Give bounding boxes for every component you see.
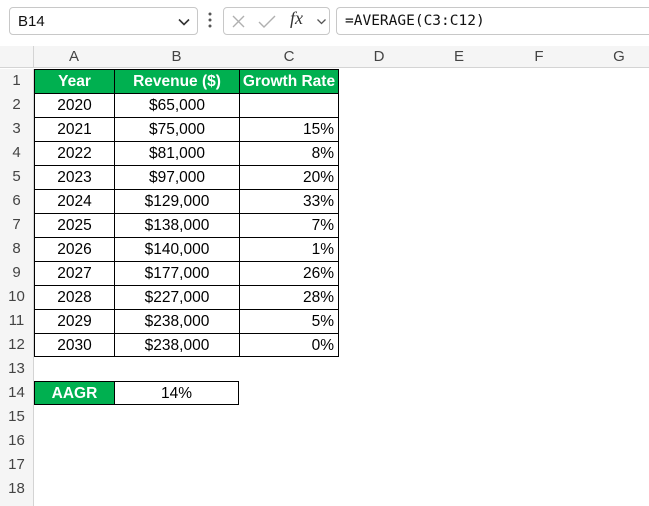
table-cell-revenue[interactable]: $177,000: [114, 261, 240, 286]
header-cell-revenue[interactable]: Revenue ($): [114, 69, 240, 94]
enter-check-icon[interactable]: [258, 14, 276, 29]
row-header[interactable]: 8: [0, 237, 34, 261]
aagr-label-cell[interactable]: AAGR: [34, 381, 115, 405]
row-header[interactable]: 2: [0, 93, 34, 117]
column-header-c[interactable]: C: [239, 46, 339, 68]
row-header[interactable]: 12: [0, 333, 34, 357]
row-header[interactable]: 9: [0, 261, 34, 285]
table-cell-growth[interactable]: 8%: [239, 141, 339, 166]
row-header[interactable]: 5: [0, 165, 34, 189]
row-header[interactable]: 10: [0, 285, 34, 309]
table-cell-year[interactable]: 2023: [34, 165, 115, 190]
row-header[interactable]: 13: [0, 357, 34, 381]
name-box-value: B14: [18, 13, 45, 30]
fx-chevron-down-icon[interactable]: [316, 16, 327, 27]
row-header[interactable]: 3: [0, 117, 34, 141]
table-cell-growth[interactable]: 33%: [239, 189, 339, 214]
chevron-down-icon[interactable]: [177, 15, 191, 29]
table-cell-year[interactable]: 2024: [34, 189, 115, 214]
table-cell-revenue[interactable]: $238,000: [114, 309, 240, 334]
row-header[interactable]: 17: [0, 453, 34, 477]
table-cell-growth[interactable]: 20%: [239, 165, 339, 190]
table-cell-year[interactable]: 2028: [34, 285, 115, 310]
formula-input[interactable]: =AVERAGE(C3:C12): [336, 7, 649, 35]
header-cell-year[interactable]: Year: [34, 69, 115, 94]
row-header[interactable]: 16: [0, 429, 34, 453]
row-header[interactable]: 11: [0, 309, 34, 333]
column-header-a[interactable]: A: [34, 46, 114, 68]
column-header-d[interactable]: D: [339, 46, 419, 68]
column-header-b[interactable]: B: [114, 46, 239, 68]
table-cell-growth[interactable]: 26%: [239, 261, 339, 286]
table-cell-growth[interactable]: [239, 93, 339, 118]
table-cell-growth[interactable]: 7%: [239, 213, 339, 238]
formula-controls: [223, 7, 330, 35]
table-cell-growth[interactable]: 1%: [239, 237, 339, 262]
aagr-value-cell[interactable]: 14%: [114, 381, 239, 405]
table-cell-year[interactable]: 2027: [34, 261, 115, 286]
row-header[interactable]: 18: [0, 477, 34, 506]
name-box[interactable]: B14: [9, 7, 198, 35]
column-header-f[interactable]: F: [499, 46, 579, 68]
row-header[interactable]: 4: [0, 141, 34, 165]
cancel-icon[interactable]: [231, 14, 246, 29]
table-cell-growth[interactable]: 28%: [239, 285, 339, 310]
header-cell-growth-rate[interactable]: Growth Rate: [239, 69, 339, 94]
formula-bar: B14 fx =AVERAGE(C3:C12): [0, 0, 649, 44]
table-cell-year[interactable]: 2026: [34, 237, 115, 262]
column-header-g[interactable]: G: [579, 46, 649, 68]
table-cell-revenue[interactable]: $227,000: [114, 285, 240, 310]
table-cell-revenue[interactable]: $140,000: [114, 237, 240, 262]
table-cell-year[interactable]: 2022: [34, 141, 115, 166]
table-cell-year[interactable]: 2020: [34, 93, 115, 118]
table-cell-revenue[interactable]: $97,000: [114, 165, 240, 190]
row-header[interactable]: 7: [0, 213, 34, 237]
table-cell-revenue[interactable]: $129,000: [114, 189, 240, 214]
more-options-icon[interactable]: [208, 10, 212, 30]
table-cell-year[interactable]: 2030: [34, 333, 115, 357]
column-header-e[interactable]: E: [419, 46, 499, 68]
select-all-corner[interactable]: [0, 46, 34, 68]
table-cell-revenue[interactable]: $238,000: [114, 333, 240, 357]
table-cell-growth[interactable]: 5%: [239, 309, 339, 334]
row-header[interactable]: 6: [0, 189, 34, 213]
table-cell-revenue[interactable]: $138,000: [114, 213, 240, 238]
row-header[interactable]: 15: [0, 405, 34, 429]
row-header[interactable]: 1: [0, 69, 34, 93]
table-cell-year[interactable]: 2025: [34, 213, 115, 238]
table-cell-growth[interactable]: 15%: [239, 117, 339, 142]
insert-function-icon[interactable]: fx: [290, 8, 303, 28]
row-header[interactable]: 14: [0, 381, 34, 405]
formula-text: =AVERAGE(C3:C12): [345, 13, 485, 29]
table-cell-revenue[interactable]: $65,000: [114, 93, 240, 118]
table-cell-revenue[interactable]: $75,000: [114, 117, 240, 142]
table-cell-year[interactable]: 2029: [34, 309, 115, 334]
table-cell-year[interactable]: 2021: [34, 117, 115, 142]
table-cell-growth[interactable]: 0%: [239, 333, 339, 357]
table-cell-revenue[interactable]: $81,000: [114, 141, 240, 166]
